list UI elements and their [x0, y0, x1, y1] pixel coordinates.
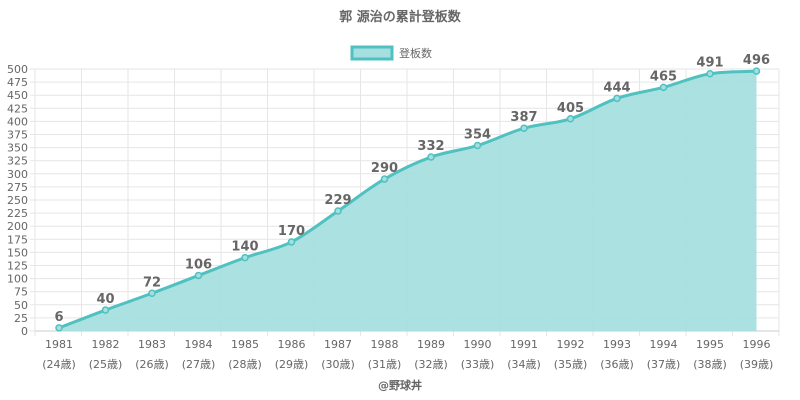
x-tick-label: 1990: [464, 338, 492, 351]
y-tick-label: 500: [7, 63, 28, 76]
data-point[interactable]: [287, 238, 296, 246]
y-tick-label: 475: [7, 76, 28, 89]
data-labels: 6 40 72 106 140 170 229 290 332 354 387 405 444 465 49…: [54, 53, 770, 325]
x-tick-label: 1982: [92, 338, 120, 351]
data-point[interactable]: [427, 153, 435, 161]
data-point[interactable]: [380, 175, 389, 183]
x-tick-sublabel: (38歳): [693, 358, 727, 371]
data-label: 290: [371, 161, 398, 176]
x-tick-label: 1994: [650, 338, 678, 351]
y-tick-label: 100: [7, 273, 28, 286]
y-tick-label: 375: [7, 129, 28, 142]
x-tick-sublabel: (36歳): [600, 358, 634, 371]
x-tick-label: 1992: [557, 338, 585, 351]
data-label: 444: [603, 80, 630, 95]
x-tick-label: 1981: [45, 338, 73, 351]
data-label: 496: [743, 53, 770, 68]
data-point[interactable]: [241, 253, 249, 262]
data-label: 354: [464, 128, 491, 143]
data-label: 140: [231, 240, 258, 255]
data-label: 229: [324, 193, 351, 208]
data-point[interactable]: [613, 94, 621, 103]
y-tick-label: 25: [14, 312, 28, 325]
y-tick-label: 325: [7, 155, 28, 168]
data-label: 491: [696, 56, 723, 71]
y-tick-label: 200: [7, 220, 28, 233]
legend-swatch: [350, 45, 394, 61]
x-tick-sublabel: (24歳): [42, 358, 76, 371]
x-tick-label: 1986: [278, 338, 306, 351]
x-tick-sublabel: (39歳): [740, 358, 774, 371]
data-label: 170: [278, 224, 305, 239]
data-label: 332: [417, 139, 444, 154]
x-tick-sublabel: (30歳): [321, 358, 355, 371]
x-tick-label: 1987: [324, 338, 352, 351]
data-label: 40: [96, 292, 114, 307]
x-tick-label: 1993: [603, 338, 631, 351]
x-tick-sublabel: (31歳): [368, 358, 402, 371]
x-tick-label: 1995: [696, 338, 724, 351]
y-tick-label: 275: [7, 181, 28, 194]
x-tick-sublabel: (33歳): [461, 358, 495, 371]
data-label: 465: [650, 69, 677, 84]
y-tick-label: 175: [7, 233, 28, 246]
data-points: [55, 67, 761, 332]
y-tick-label: 125: [7, 260, 28, 273]
data-point[interactable]: [706, 69, 714, 78]
x-tick-sublabel: (32歳): [414, 358, 448, 371]
x-tick-sublabel: (26歳): [135, 358, 169, 371]
y-tick-label: 150: [7, 246, 28, 259]
x-tick-label: 1988: [371, 338, 399, 351]
data-point[interactable]: [334, 207, 342, 215]
data-point[interactable]: [659, 83, 668, 92]
series-area: [58, 69, 757, 331]
chart-title: 郭 源治の累計登板数: [339, 9, 462, 25]
x-tick-label: 1985: [231, 338, 259, 351]
data-label: 387: [510, 110, 537, 125]
y-tick-label: 425: [7, 102, 28, 115]
x-tick-label: 1996: [743, 338, 771, 351]
data-point[interactable]: [520, 124, 528, 132]
x-tick-sublabel: (34歳): [507, 358, 541, 371]
data-point[interactable]: [473, 141, 482, 150]
x-axis: 1981 (24歳) 1982 (25歳) 1983 (26歳) 1984 (27歳) 1985…: [42, 338, 773, 371]
legend-label: 登板数: [399, 46, 432, 60]
x-tick-label: 1983: [138, 338, 166, 351]
data-point[interactable]: [752, 67, 761, 75]
data-label: 405: [557, 101, 584, 116]
data-point[interactable]: [55, 324, 63, 332]
y-tick-label: 225: [7, 207, 28, 220]
data-point[interactable]: [101, 306, 110, 314]
x-tick-label: 1989: [417, 338, 445, 351]
data-label: 6: [54, 310, 63, 325]
data-label: 72: [143, 275, 161, 290]
x-tick-sublabel: (37歳): [647, 358, 681, 371]
y-tick-label: 0: [21, 325, 28, 338]
x-tick-sublabel: (25歳): [89, 358, 123, 371]
y-tick-label: 75: [14, 286, 28, 299]
data-point[interactable]: [148, 289, 156, 298]
data-point[interactable]: [566, 115, 575, 123]
x-tick-sublabel: (27歳): [182, 358, 216, 371]
credit-label: @野球丼: [378, 378, 422, 392]
y-tick-label: 300: [7, 168, 28, 181]
y-tick-label: 50: [14, 299, 28, 312]
x-tick-sublabel: (35歳): [554, 358, 588, 371]
data-point[interactable]: [194, 271, 203, 280]
y-axis: 0255075100125150175200225250275300325350…: [7, 63, 35, 338]
y-tick-label: 350: [7, 142, 28, 155]
x-tick-sublabel: (29歳): [275, 358, 309, 371]
x-tick-label: 1984: [185, 338, 213, 351]
series-line: [58, 69, 757, 330]
y-tick-label: 250: [7, 194, 28, 207]
y-tick-label: 400: [7, 115, 28, 128]
y-tick-label: 450: [7, 89, 28, 102]
x-tick-sublabel: (28歳): [228, 358, 262, 371]
data-label: 106: [185, 257, 212, 272]
x-tick-label: 1991: [510, 338, 538, 351]
series-area-fill: [59, 71, 757, 331]
legend[interactable]: 登板数: [350, 45, 432, 61]
